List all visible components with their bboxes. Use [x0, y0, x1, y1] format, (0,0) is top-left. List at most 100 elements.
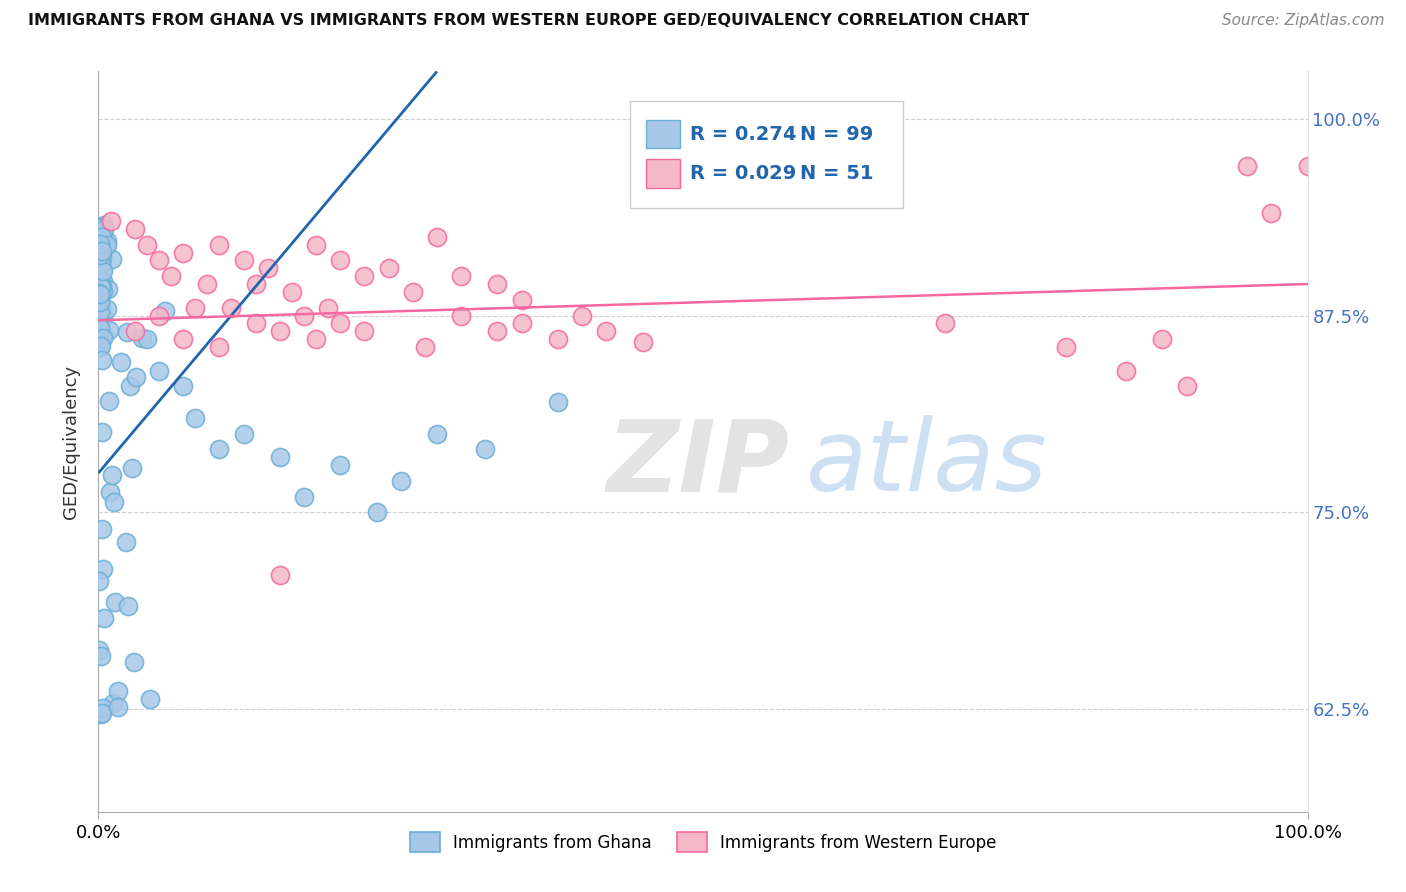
Point — [91, 274, 114, 288]
Text: IMMIGRANTS FROM GHANA VS IMMIGRANTS FROM WESTERN EUROPE GED/EQUIVALENCY CORRELAT: IMMIGRANTS FROM GHANA VS IMMIGRANTS FROM… — [28, 13, 1029, 29]
Point — [115, 535, 138, 549]
Point — [221, 301, 243, 315]
Point — [547, 332, 569, 346]
Point — [91, 522, 114, 536]
Point — [353, 269, 375, 284]
Point — [100, 214, 122, 228]
Point — [89, 295, 111, 310]
Point — [121, 460, 143, 475]
Point — [90, 282, 112, 296]
Point — [305, 237, 328, 252]
Point — [107, 684, 129, 698]
Point — [1175, 379, 1198, 393]
Point — [87, 319, 110, 334]
Point — [281, 285, 304, 299]
Point — [389, 474, 412, 488]
Point — [426, 426, 449, 441]
Point — [269, 324, 291, 338]
Point — [91, 250, 114, 264]
Point — [89, 236, 111, 251]
Point — [93, 219, 115, 233]
Point — [87, 246, 110, 260]
Point — [1296, 159, 1319, 173]
Point — [172, 245, 194, 260]
Point — [89, 221, 111, 235]
FancyBboxPatch shape — [647, 120, 681, 148]
Point — [93, 221, 115, 235]
Legend: Immigrants from Ghana, Immigrants from Western Europe: Immigrants from Ghana, Immigrants from W… — [404, 825, 1002, 859]
Point — [353, 324, 375, 338]
Point — [124, 324, 146, 338]
Point — [89, 248, 111, 262]
Point — [96, 234, 118, 248]
Point — [90, 278, 112, 293]
Point — [631, 335, 654, 350]
Point — [269, 568, 291, 582]
Point — [101, 252, 124, 267]
Point — [148, 364, 170, 378]
Point — [208, 340, 231, 354]
Point — [139, 691, 162, 706]
Point — [377, 261, 399, 276]
Point — [329, 458, 352, 472]
Point — [90, 254, 112, 268]
Point — [89, 305, 111, 319]
Point — [93, 328, 115, 343]
Point — [93, 611, 115, 625]
Point — [87, 574, 110, 589]
Point — [89, 321, 111, 335]
Point — [98, 485, 121, 500]
Point — [486, 324, 509, 338]
Point — [98, 394, 121, 409]
Point — [91, 700, 114, 714]
Point — [329, 317, 352, 331]
Point — [89, 242, 111, 256]
Point — [90, 229, 112, 244]
Text: N = 99: N = 99 — [800, 125, 873, 144]
Point — [90, 219, 112, 234]
Point — [90, 287, 112, 301]
Point — [91, 310, 114, 325]
Point — [292, 309, 315, 323]
Point — [96, 237, 118, 252]
Point — [160, 269, 183, 284]
Point — [90, 425, 112, 439]
Point — [155, 303, 177, 318]
Point — [90, 352, 112, 367]
Point — [89, 642, 111, 657]
Point — [172, 332, 194, 346]
Point — [245, 277, 267, 291]
Point — [96, 302, 118, 317]
Point — [124, 222, 146, 236]
Y-axis label: GED/Equivalency: GED/Equivalency — [62, 365, 80, 518]
Point — [486, 277, 509, 291]
Point — [208, 237, 231, 252]
Point — [316, 301, 339, 315]
Point — [89, 251, 111, 265]
Point — [1152, 332, 1174, 346]
Point — [135, 332, 157, 346]
Point — [101, 696, 124, 710]
Point — [107, 700, 129, 714]
Point — [413, 340, 436, 354]
Text: atlas: atlas — [806, 416, 1047, 512]
Point — [510, 317, 533, 331]
Point — [1054, 340, 1077, 354]
Point — [131, 331, 153, 345]
Text: R = 0.029: R = 0.029 — [690, 164, 796, 183]
Point — [90, 706, 112, 721]
Point — [184, 301, 207, 315]
Point — [94, 239, 117, 253]
Point — [90, 280, 112, 294]
Point — [232, 426, 254, 441]
Point — [426, 229, 449, 244]
Point — [125, 370, 148, 384]
Point — [1115, 364, 1137, 378]
Point — [547, 395, 569, 409]
Point — [450, 309, 472, 323]
Point — [934, 317, 956, 331]
Point — [91, 243, 114, 257]
Point — [90, 339, 112, 353]
Point — [1260, 206, 1282, 220]
Point — [122, 655, 145, 669]
